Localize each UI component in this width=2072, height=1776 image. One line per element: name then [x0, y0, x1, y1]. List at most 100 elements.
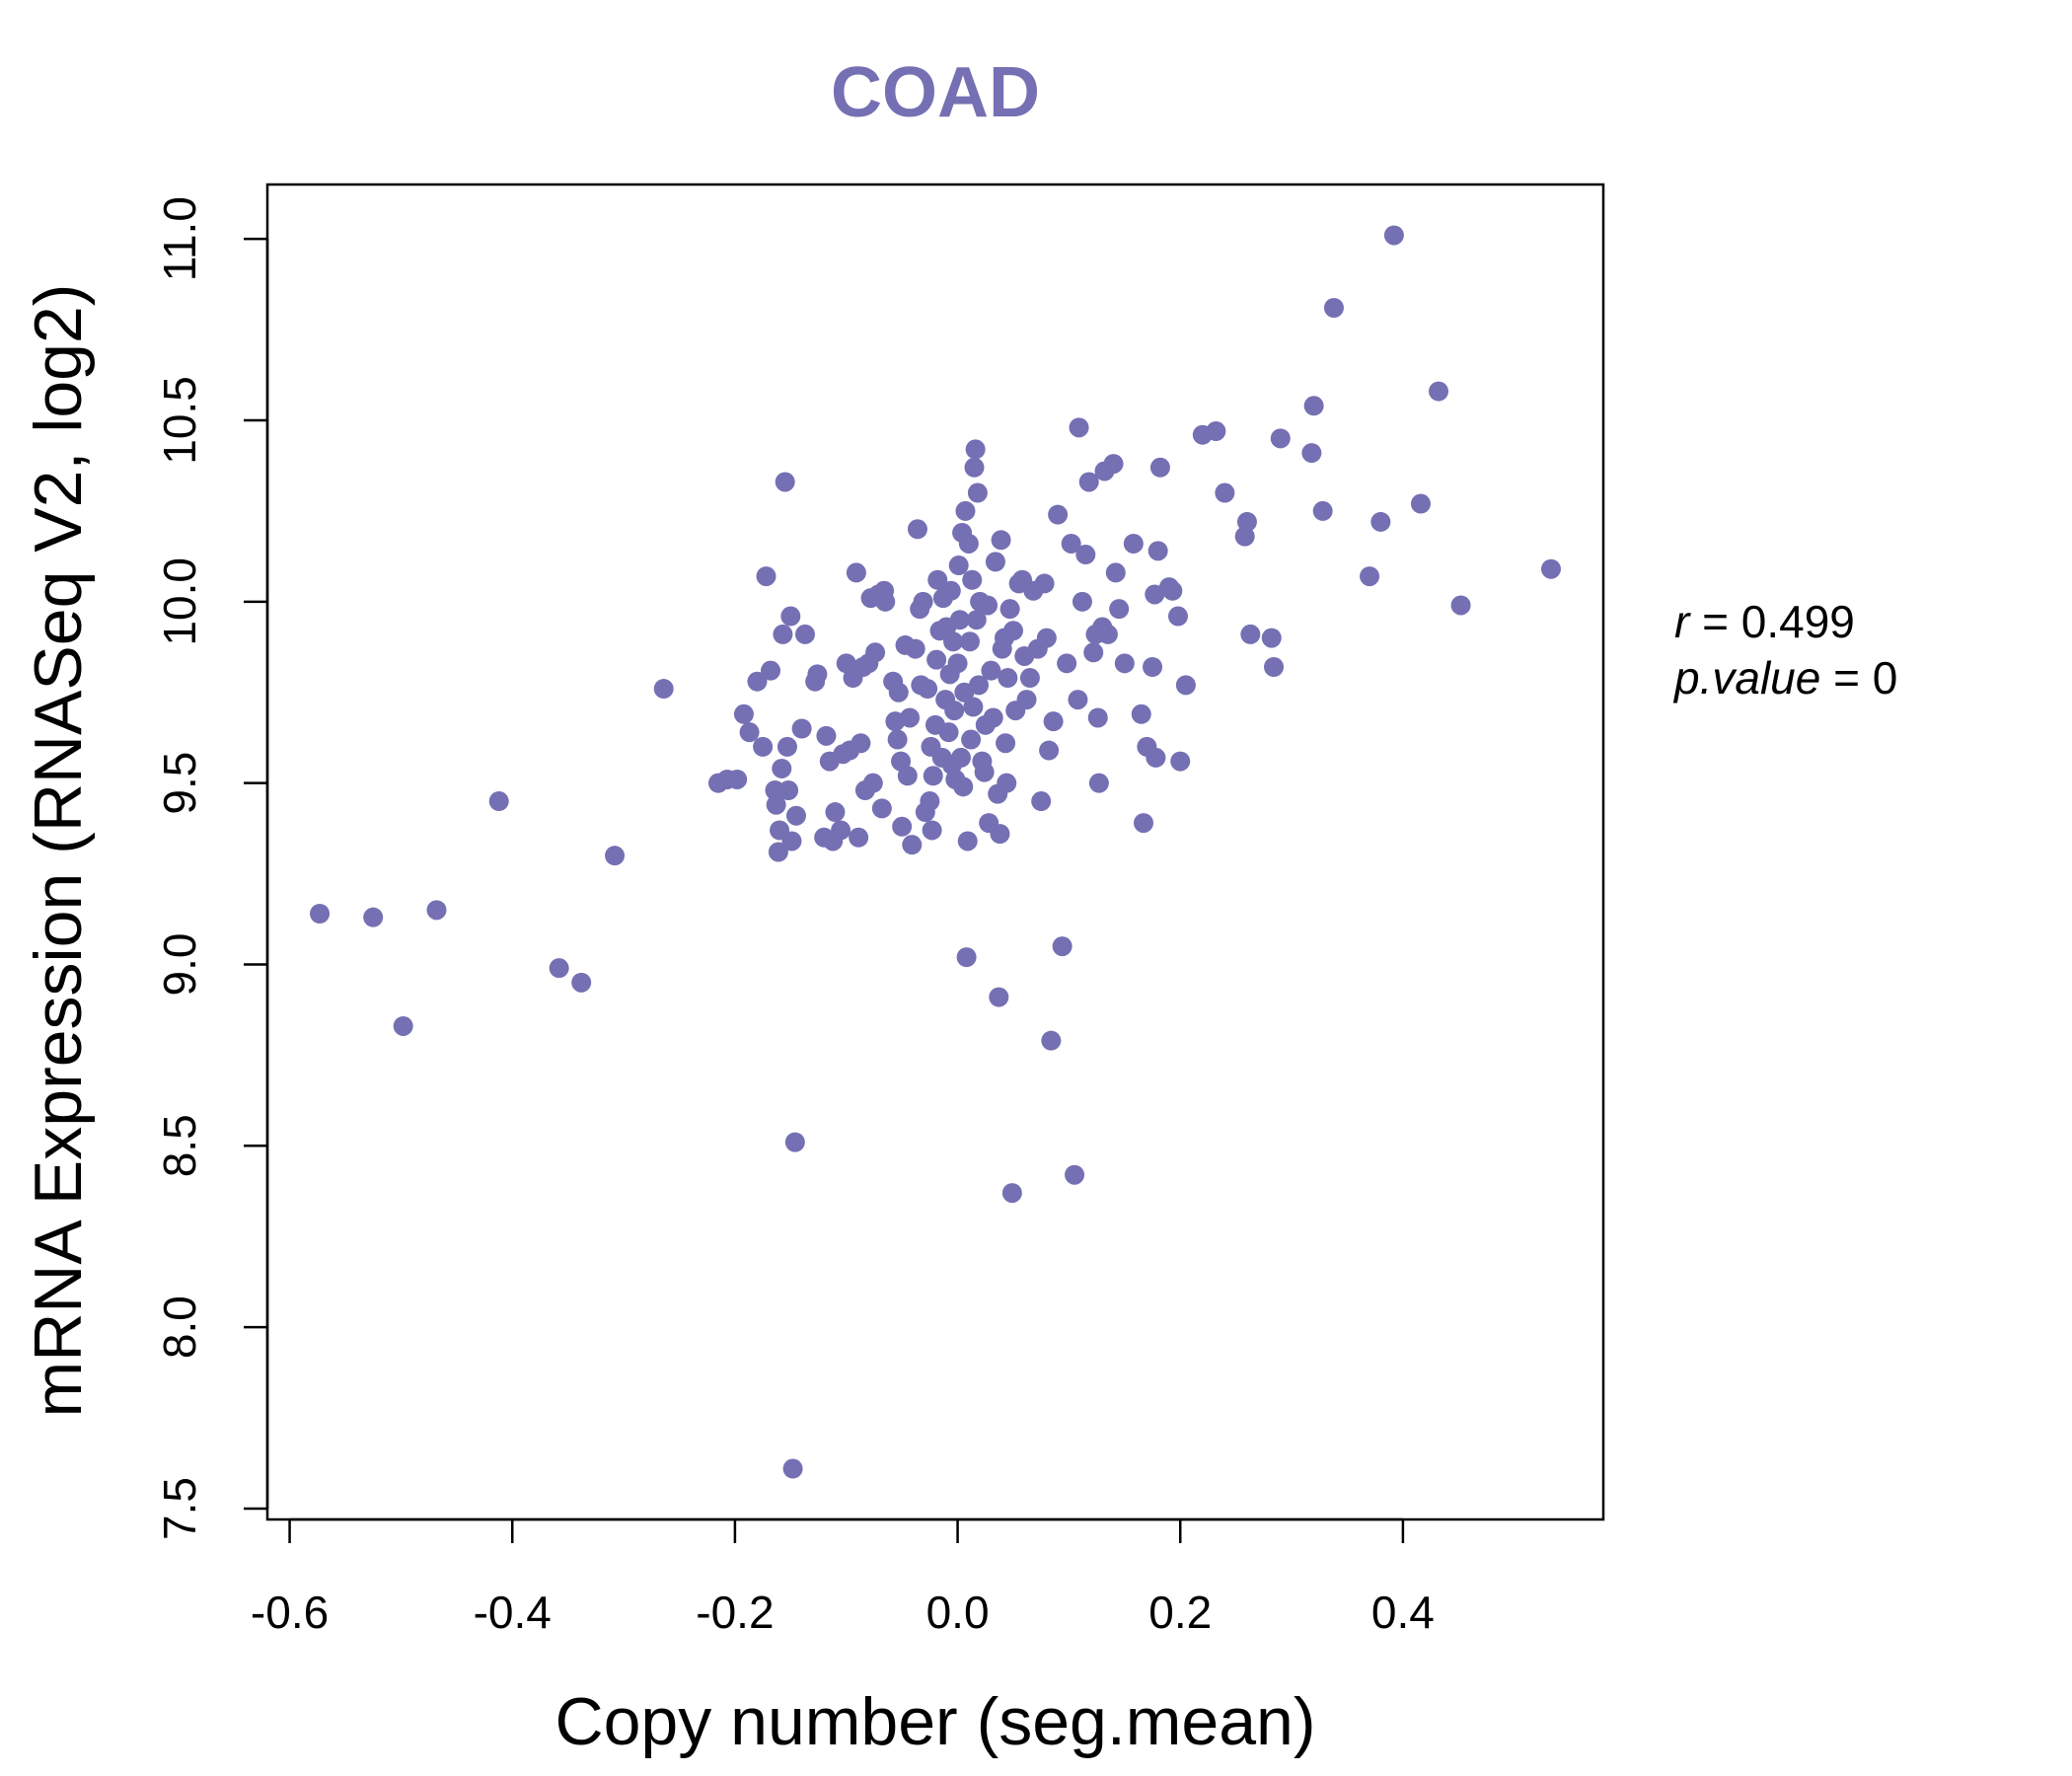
data-point	[1068, 690, 1088, 710]
data-point	[940, 580, 961, 601]
r-equals: =	[1689, 596, 1740, 647]
data-point	[794, 624, 815, 644]
data-point	[943, 631, 964, 652]
data-point	[1147, 541, 1168, 561]
data-point	[1072, 591, 1092, 612]
data-point	[1170, 751, 1191, 772]
p-equals: =	[1820, 652, 1872, 703]
data-point	[953, 777, 974, 797]
data-point	[1323, 298, 1344, 319]
data-point	[1034, 573, 1055, 594]
data-point	[1360, 566, 1380, 587]
data-point	[955, 500, 976, 521]
y-tick-label: 10.5	[154, 376, 205, 465]
data-point	[1131, 703, 1151, 724]
x-tick-label: -0.2	[696, 1587, 774, 1638]
correlation-stats: r = 0.499 p.value = 0	[1672, 596, 1897, 703]
data-point	[825, 802, 846, 823]
data-point	[1052, 936, 1073, 957]
data-point	[1215, 482, 1235, 503]
data-point	[756, 566, 777, 587]
data-point	[989, 987, 1009, 1007]
data-point	[983, 707, 1003, 728]
data-point	[1143, 656, 1163, 677]
data-point	[1016, 690, 1037, 710]
data-point	[1303, 396, 1324, 416]
data-point	[733, 703, 754, 724]
data-point	[1540, 558, 1561, 579]
data-point	[1069, 417, 1089, 438]
x-tick-label: 0.2	[1148, 1587, 1212, 1638]
data-point	[900, 707, 921, 728]
data-point	[1083, 642, 1104, 663]
x-axis-label: Copy number (seg.mean)	[555, 1684, 1315, 1759]
data-point	[777, 736, 797, 757]
data-point	[950, 747, 971, 768]
p-stat: p.value = 0	[1672, 652, 1897, 703]
x-axis: -0.6 -0.4 -0.2 0.0 0.2 0.4	[251, 1517, 1435, 1638]
data-point	[393, 1015, 413, 1036]
data-point	[653, 679, 674, 700]
data-point	[985, 552, 1005, 572]
data-point	[1301, 443, 1322, 464]
data-point	[981, 660, 1001, 681]
data-point	[1133, 813, 1153, 834]
data-point	[363, 907, 384, 927]
y-axis-label: mRNA Expression (RNASeq V2, log2)	[21, 284, 96, 1418]
data-point	[1236, 511, 1257, 532]
data-point	[1019, 668, 1040, 689]
data-point	[1114, 653, 1135, 674]
data-point	[1167, 606, 1188, 627]
data-point	[1039, 740, 1060, 761]
data-point	[948, 555, 969, 576]
data-point	[1041, 1030, 1062, 1051]
data-point	[768, 842, 788, 862]
data-points	[310, 225, 1561, 1479]
data-point	[974, 762, 995, 782]
data-point	[1370, 511, 1391, 532]
data-point	[875, 591, 896, 612]
data-point	[865, 642, 886, 663]
data-point	[761, 660, 781, 681]
data-point	[816, 725, 837, 746]
data-point	[938, 722, 959, 743]
data-point	[1162, 580, 1183, 601]
data-point	[1450, 595, 1471, 616]
data-point	[1206, 421, 1226, 442]
data-point	[846, 562, 866, 583]
data-point	[1146, 747, 1166, 768]
data-point	[766, 794, 786, 815]
data-point	[907, 519, 927, 540]
data-point	[1065, 1164, 1085, 1185]
data-point	[897, 766, 918, 786]
data-point	[862, 773, 883, 793]
data-point	[753, 736, 774, 757]
data-point	[426, 900, 447, 921]
data-point	[1087, 707, 1108, 728]
plot-frame	[265, 183, 1605, 1521]
data-point	[780, 606, 801, 627]
data-point	[961, 729, 982, 750]
data-point	[1031, 791, 1052, 812]
data-point	[966, 610, 987, 630]
data-point	[926, 649, 947, 670]
data-point	[1078, 472, 1099, 492]
data-point	[1410, 493, 1431, 514]
data-point	[978, 595, 999, 616]
data-point	[1175, 675, 1196, 696]
y-tick-label: 9.0	[154, 932, 205, 996]
data-point	[1057, 653, 1077, 674]
chart-title: COAD	[831, 53, 1040, 132]
data-point	[969, 675, 990, 696]
data-point	[965, 439, 986, 460]
data-point	[947, 653, 968, 674]
data-point	[781, 831, 802, 851]
data-point	[1270, 428, 1291, 449]
y-tick-label: 11.0	[154, 196, 205, 281]
r-stat: r = 0.499	[1674, 596, 1855, 647]
y-tick-label: 7.5	[154, 1477, 205, 1540]
data-point	[1048, 504, 1069, 525]
data-point	[1088, 773, 1109, 793]
data-point	[849, 827, 869, 848]
